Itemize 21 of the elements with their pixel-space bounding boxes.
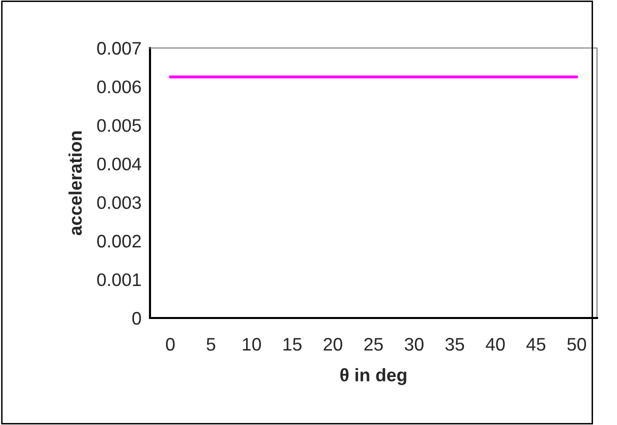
x-tick-label: 0 [166,338,175,351]
y-tick-label: 0 [132,312,141,325]
x-tick-label: 50 [567,338,586,351]
x-tick-label: 35 [445,338,464,351]
y-tick-label: 0.004 [97,158,142,170]
x-tick-label: 45 [526,338,546,351]
y-tick-label: 0.003 [97,196,141,210]
x-tick-label: 5 [206,338,216,351]
x-axis-title: θ in deg [340,368,406,386]
x-tick-label: 40 [486,338,505,351]
y-tick-label: 0.006 [97,80,141,94]
y-tick-label: 0.005 [97,119,141,132]
x-tick-label: 20 [324,338,342,351]
y-tick-label: 0.007 [97,42,141,55]
x-tick-label: 25 [364,338,383,351]
x-tick-label: 30 [404,338,424,351]
x-tick-label: 10 [242,338,261,351]
y-axis-title: acceleration [68,131,82,236]
y-tick-label: 0.002 [97,234,141,248]
y-tick-label: 0.001 [97,273,141,286]
x-tick-label: 15 [284,338,302,351]
